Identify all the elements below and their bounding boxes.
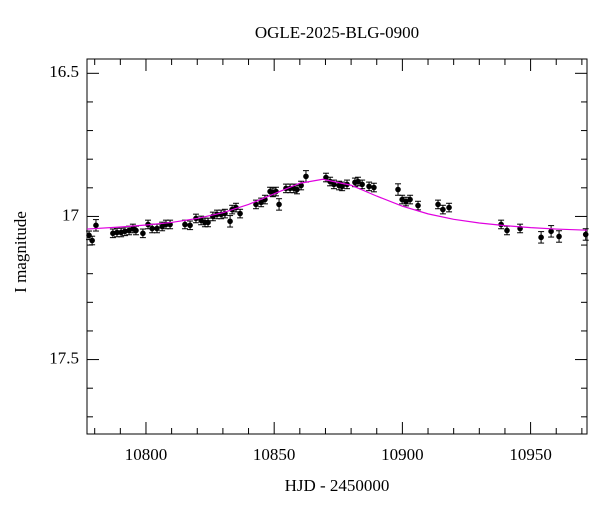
data-point [371, 184, 377, 191]
data-point [237, 210, 243, 217]
data-point [227, 218, 233, 225]
data-point [440, 206, 446, 213]
data-point [149, 225, 155, 232]
data-point [276, 201, 282, 208]
data-point [359, 181, 365, 188]
model-line [86, 178, 588, 231]
data-point [556, 233, 562, 240]
data-point [435, 201, 441, 208]
data-point [294, 186, 300, 193]
data-point [395, 186, 401, 193]
data-point [446, 204, 452, 211]
data-point [93, 222, 99, 229]
data-point [548, 228, 554, 235]
data-point [582, 231, 589, 238]
data-point [303, 173, 309, 180]
x-tick-label: 10950 [509, 445, 552, 464]
data-point [205, 219, 211, 226]
x-tick-label: 10900 [381, 445, 424, 464]
y-tick-label: 16.5 [49, 62, 79, 81]
x-tick-label: 10850 [253, 445, 296, 464]
data-point [366, 183, 372, 190]
data-point [407, 196, 413, 203]
x-axis-label: HJD - 2450000 [285, 476, 390, 495]
data-point [89, 237, 95, 244]
data-point [415, 202, 421, 209]
data-point [114, 229, 120, 236]
data-point [187, 222, 193, 229]
data-point [86, 232, 92, 239]
data-point [339, 183, 345, 190]
data-point [331, 181, 337, 188]
data-point [298, 182, 304, 189]
plot-frame [86, 58, 588, 435]
data-point [253, 201, 259, 208]
data-point [154, 225, 160, 232]
data-point [140, 230, 146, 237]
data-point [538, 234, 544, 241]
data-point [182, 221, 188, 228]
data-point [504, 227, 510, 234]
data-point [323, 174, 329, 181]
chart-title: OGLE-2025-BLG-0900 [255, 23, 419, 42]
y-tick-label: 17.5 [49, 348, 79, 367]
y-tick-label: 17 [62, 205, 80, 224]
x-tick-label: 10800 [125, 445, 168, 464]
data-point [133, 227, 139, 234]
y-axis-label: I magnitude [11, 211, 30, 293]
